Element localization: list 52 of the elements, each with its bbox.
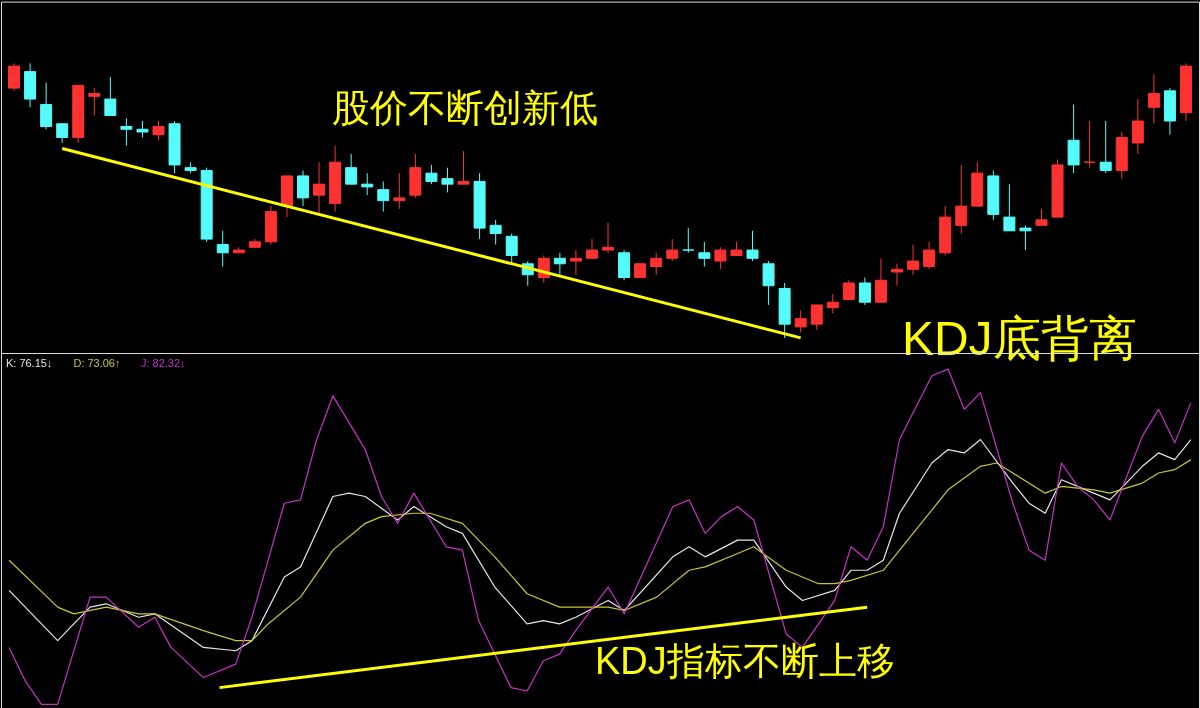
candlestick (874, 257, 887, 303)
annotation: KDJ指标不断上移 (594, 640, 895, 683)
candlestick (216, 230, 229, 268)
text: J: 82.32↓ (140, 356, 186, 369)
candlestick (810, 304, 823, 331)
candlestick (794, 309, 807, 333)
candlestick (1099, 120, 1112, 174)
text: K: 76.15↓ (5, 356, 53, 369)
candlestick (923, 241, 936, 270)
candlestick (666, 238, 679, 262)
candlestick (891, 263, 903, 287)
candlestick (505, 233, 518, 265)
candlestick (682, 227, 695, 254)
candlestick (393, 172, 406, 210)
candlestick (40, 82, 53, 130)
candlestick (698, 241, 711, 268)
candlestick (585, 238, 598, 259)
candlestick (1147, 73, 1160, 125)
candlestick (88, 87, 101, 117)
candlestick (569, 249, 582, 276)
candlestick (457, 150, 470, 185)
candlestick (1003, 183, 1016, 232)
candlestick (361, 172, 374, 196)
candlestick (120, 117, 133, 147)
candlestick (746, 230, 759, 262)
candlestick (425, 164, 438, 185)
candlestick (602, 222, 615, 254)
candlestick (714, 246, 727, 270)
candlestick (345, 153, 358, 185)
candlestick (907, 244, 920, 276)
text: D: 73.06↑ (73, 356, 121, 369)
candlestick (56, 123, 69, 144)
candlestick (1019, 224, 1032, 251)
candlestick (955, 164, 968, 235)
candlestick (489, 219, 502, 246)
annotation: 股价不断创新低 (332, 87, 599, 130)
candlestick (1131, 98, 1144, 155)
candlestick (297, 169, 309, 207)
candlestick (826, 293, 839, 314)
candlestick (553, 252, 566, 276)
candlestick (313, 161, 326, 215)
candlestick (650, 252, 663, 276)
candlestick (858, 277, 871, 306)
candlestick (8, 62, 21, 92)
candlestick (104, 76, 117, 117)
candlestick (762, 260, 775, 306)
annotation: KDJ底背离 (902, 312, 1137, 365)
candlestick (842, 279, 855, 300)
candlestick (1083, 120, 1096, 169)
candlestick (152, 120, 165, 141)
candlestick (441, 167, 454, 193)
candlestick (377, 180, 390, 213)
